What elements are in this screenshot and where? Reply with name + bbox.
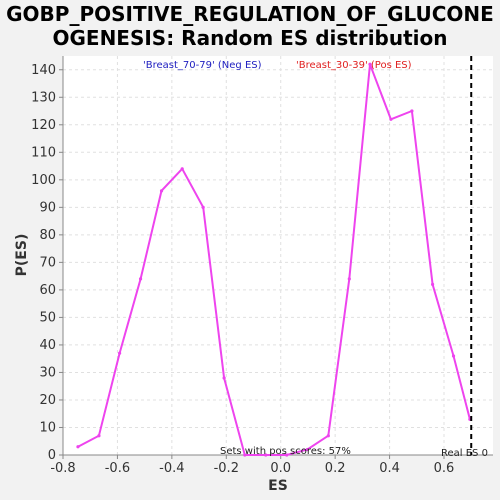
- y-tick-label: 120: [31, 118, 56, 133]
- x-tick-label: -0.2: [214, 461, 239, 476]
- x-tick-label: 0.6: [434, 461, 455, 476]
- y-tick-label: 0: [48, 448, 56, 463]
- y-tick-label: 60: [39, 283, 56, 298]
- chart-title: GOBP_POSITIVE_REGULATION_OF_GLUCONE OGEN…: [0, 2, 500, 50]
- series-layer: [76, 62, 472, 457]
- y-tick-label: 130: [31, 90, 56, 105]
- legend-neg-es: 'Breast_70-79' (Neg ES): [143, 60, 262, 71]
- x-tick-label: -0.6: [105, 461, 130, 476]
- x-axis-label: ES: [268, 478, 288, 494]
- y-tick-label: 100: [31, 173, 56, 188]
- y-tick-label: 140: [31, 63, 56, 78]
- es-data-point: [118, 351, 122, 355]
- es-data-point: [159, 189, 164, 193]
- real-es-annotation: Real ES 0: [441, 448, 488, 459]
- chart-title-line2: OGENESIS: Random ES distribution: [52, 26, 448, 50]
- es-data-point: [180, 167, 184, 171]
- es-series-line: [77, 63, 471, 456]
- legend: 'Breast_70-79' (Neg ES) 'Breast_30-39' (…: [143, 60, 412, 71]
- y-tick-label: 40: [39, 338, 56, 353]
- y-tick-label: 50: [39, 310, 56, 325]
- es-data-point: [347, 277, 351, 281]
- es-data-point: [201, 205, 205, 209]
- y-axis-label: P(ES): [14, 234, 30, 277]
- x-tick-label: 0.4: [379, 461, 400, 476]
- es-data-point: [138, 277, 143, 281]
- es-data-point: [305, 447, 309, 452]
- y-tick-label: 30: [39, 365, 56, 380]
- x-tick-label: -0.8: [50, 461, 75, 476]
- es-data-point: [451, 354, 456, 358]
- es-data-point: [76, 445, 80, 449]
- y-tick-label: 10: [39, 420, 56, 435]
- es-data-point: [326, 434, 330, 438]
- es-data-point: [430, 282, 435, 286]
- x-tick-label: 0.0: [270, 461, 291, 476]
- x-tick-label: 0.2: [325, 461, 346, 476]
- es-data-point: [264, 453, 268, 457]
- es-data-point: [97, 434, 101, 438]
- plot-area: [63, 56, 493, 455]
- y-tick-label: 70: [39, 255, 56, 270]
- y-tick-label: 110: [31, 145, 56, 160]
- x-tick-label: -0.4: [159, 461, 184, 476]
- y-tick-label: 80: [39, 228, 56, 243]
- es-data-point: [368, 62, 372, 66]
- es-data-point: [389, 117, 393, 121]
- y-tick-label: 20: [39, 393, 56, 408]
- pos-scores-annotation: Sets with pos scores: 57%: [220, 446, 351, 457]
- es-data-point: [410, 109, 414, 113]
- y-tick-label: 90: [39, 200, 56, 215]
- es-data-point: [243, 453, 247, 457]
- es-data-point: [285, 453, 289, 457]
- chart-title-line1: GOBP_POSITIVE_REGULATION_OF_GLUCONE: [6, 2, 494, 26]
- legend-pos-es: 'Breast_30-39' (Pos ES): [296, 60, 412, 71]
- es-data-point: [222, 376, 226, 380]
